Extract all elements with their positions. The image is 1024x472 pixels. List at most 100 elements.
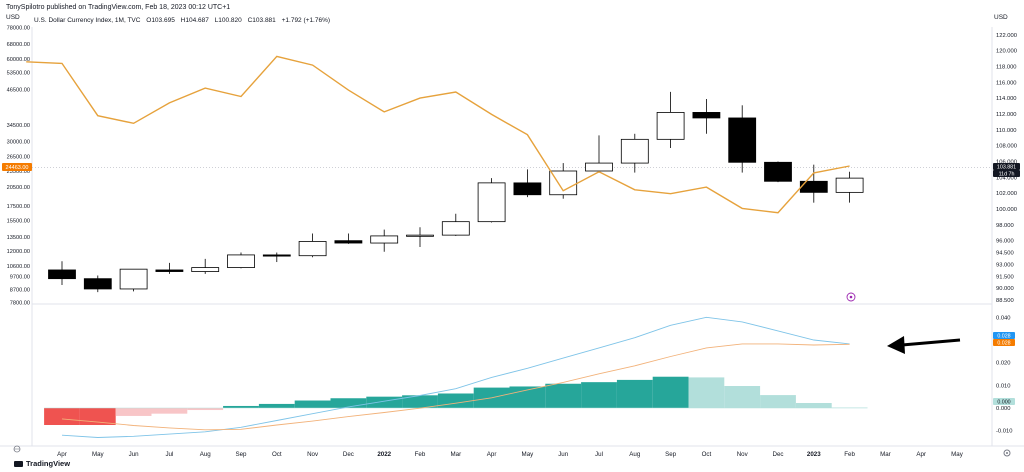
time-tick-label: May xyxy=(92,451,105,458)
histogram-bar xyxy=(330,398,367,408)
time-tick-label: Oct xyxy=(272,451,282,458)
histogram-bar xyxy=(795,403,832,408)
macd-tick-label: -0.010 xyxy=(996,429,1012,435)
histogram-bar xyxy=(294,400,331,408)
time-tick-label: May xyxy=(522,451,535,458)
signal-line xyxy=(61,343,850,431)
left-axis: 78000.00 68000.00 60000.00 53500.00 46500.00… xyxy=(7,26,30,307)
candle-body xyxy=(191,267,220,272)
histogram-bar xyxy=(79,408,116,425)
tradingview-brand: TradingView xyxy=(26,459,71,468)
histogram-bar xyxy=(115,408,152,416)
time-tick-label: Feb xyxy=(844,451,855,458)
time-tick-label: Sep xyxy=(665,451,677,458)
ohlc-high: H104.687 xyxy=(180,17,209,24)
macd-line xyxy=(61,316,850,438)
time-tick-label: Mar xyxy=(880,451,891,458)
price-tick-label: 122.000 xyxy=(996,33,1017,39)
right-price-axis: 122.000 120.000 118.000 116.000 114.000 112.0… xyxy=(996,33,1017,304)
price-tick-label: 120.000 xyxy=(996,49,1017,55)
histogram-badge-text: 0.000 xyxy=(997,399,1010,405)
histogram-bar xyxy=(688,377,725,408)
price-tick-label: 108.000 xyxy=(996,144,1017,150)
time-tick-label: Dec xyxy=(343,451,354,458)
price-tick-label: 100.000 xyxy=(996,207,1017,213)
price-tick-label: 102.000 xyxy=(996,191,1017,197)
settings-gear-icon[interactable] xyxy=(1003,449,1011,457)
price-tick-label: 91.500 xyxy=(996,274,1014,280)
macd-tick-label: 0.010 xyxy=(996,383,1011,389)
histogram-bar xyxy=(724,386,761,408)
right-currency-label: USD xyxy=(994,14,1008,21)
left-tick-label: 53500.00 xyxy=(7,71,30,77)
histogram-bar xyxy=(760,395,796,408)
candle-body xyxy=(513,182,542,196)
candle-body xyxy=(585,162,613,172)
ohlc-low: L100.820 xyxy=(214,17,242,24)
left-tick-label: 30000.00 xyxy=(7,140,30,146)
last-price-badge-text: 103.881 xyxy=(997,164,1016,170)
price-tick-label: 114.000 xyxy=(996,96,1017,102)
histogram-bar xyxy=(581,382,617,408)
time-tick-label: Aug xyxy=(200,451,212,458)
time-tick-label: Mar xyxy=(450,451,461,458)
histogram-bar xyxy=(44,408,80,425)
timezone-globe-icon[interactable] xyxy=(13,445,21,453)
time-tick-label: Dec xyxy=(772,451,783,458)
candle-body xyxy=(656,112,685,140)
macd-tick-label: 0.040 xyxy=(996,315,1011,321)
time-axis: Apr May Jun Jul Aug Sep Oct Nov Dec 2022 Feb Mar Apr… xyxy=(57,451,964,458)
left-tick-label: 26500.00 xyxy=(7,154,30,160)
histogram-badge: 0.000 xyxy=(993,398,1015,405)
macd-tick-label: 0.020 xyxy=(996,361,1011,367)
candle-body xyxy=(155,269,184,272)
candle-body xyxy=(764,161,792,182)
left-tick-label: 10600.00 xyxy=(7,264,30,270)
candle-body xyxy=(227,254,255,268)
histogram-bar xyxy=(223,405,259,408)
candle-body xyxy=(835,177,864,193)
left-axis-badge: 24463.00 xyxy=(2,163,32,171)
signal-badge-text: 0.028 xyxy=(997,340,1010,346)
price-tick-label: 94.500 xyxy=(996,251,1014,257)
time-tick-label: Apr xyxy=(487,451,497,458)
tradingview-logo-icon xyxy=(14,461,23,468)
left-tick-label: 12000.00 xyxy=(7,249,30,255)
last-price-badge: 103.881 xyxy=(993,163,1020,170)
candle-body xyxy=(692,112,721,119)
ohlc-change: +1.792 (+1.76%) xyxy=(281,17,331,24)
histogram-bar xyxy=(545,383,582,408)
candle-body xyxy=(477,182,506,223)
left-tick-label: 9700.00 xyxy=(10,274,30,280)
price-tick-label: 118.000 xyxy=(996,65,1017,71)
candle-body xyxy=(441,221,470,236)
candle-body xyxy=(334,240,363,244)
countdown-badge-text: 11d 7h xyxy=(999,171,1015,177)
left-tick-label: 78000.00 xyxy=(7,26,30,32)
time-tick-label: Jul xyxy=(165,451,173,458)
histogram-bar xyxy=(437,393,474,408)
candle-body xyxy=(48,269,76,280)
event-marker-icon[interactable] xyxy=(846,292,856,302)
overlay-line-series xyxy=(26,55,850,214)
symbol-legend: U.S. Dollar Currency Index, 1M, TVC O103… xyxy=(34,17,334,24)
time-tick-label: Nov xyxy=(737,451,749,458)
candle-body xyxy=(83,278,112,290)
left-tick-label: 68000.00 xyxy=(7,42,30,48)
time-tick-label: Jun xyxy=(558,451,569,458)
tradingview-logo[interactable]: TradingView xyxy=(14,459,70,468)
price-tick-label: 98.000 xyxy=(996,223,1014,229)
candlestick-series xyxy=(48,91,864,293)
left-tick-label: 8700.00 xyxy=(10,287,30,293)
time-tick-label: 2023 xyxy=(807,451,821,458)
left-tick-label: 34500.00 xyxy=(7,123,30,129)
macd-histogram xyxy=(44,376,868,425)
candle-body xyxy=(262,254,291,257)
price-tick-label: 110.000 xyxy=(996,128,1017,134)
histogram-bar xyxy=(652,376,689,408)
candle-body xyxy=(799,180,828,193)
candle-body xyxy=(298,241,327,257)
price-tick-label: 112.000 xyxy=(996,112,1017,118)
left-tick-label: 13500.00 xyxy=(7,235,30,241)
